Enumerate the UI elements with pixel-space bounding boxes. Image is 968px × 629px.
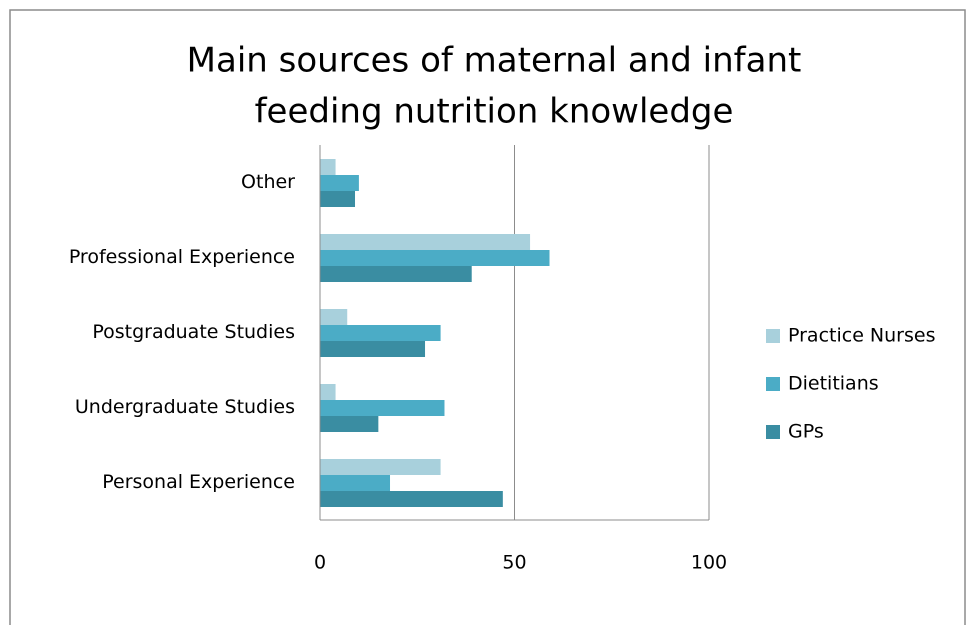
legend-swatch [766,377,780,391]
chart-border [9,9,966,629]
y-tick-label: Undergraduate Studies [75,396,295,418]
legend-swatch [766,425,780,439]
y-tick-label: Other [241,171,295,193]
bar [320,266,472,282]
legend-label: Practice Nurses [788,325,935,347]
bar [320,459,441,475]
bar [320,234,531,250]
y-tick-label: Postgraduate Studies [92,321,295,343]
y-tick-label: Professional Experience [69,246,295,268]
x-tick-label: 100 [691,552,727,574]
bar [320,175,359,191]
bar [320,250,550,266]
bar [320,416,379,432]
x-tick-label: 0 [314,552,326,574]
x-tick-label: 50 [502,552,526,574]
bar [320,384,336,400]
bar [320,325,441,341]
bar [320,309,348,325]
bar [320,191,356,207]
legend-label: Dietitians [788,373,879,395]
legend-label: GPs [788,421,824,443]
bar [320,475,391,491]
chart-title: Main sources of maternal and infant [187,41,802,81]
y-tick-label: Personal Experience [102,471,295,493]
bar [320,491,503,507]
bar [320,341,426,357]
bar [320,159,336,175]
legend-swatch [766,329,780,343]
chart-title: feeding nutrition knowledge [255,92,734,132]
bar [320,400,445,416]
